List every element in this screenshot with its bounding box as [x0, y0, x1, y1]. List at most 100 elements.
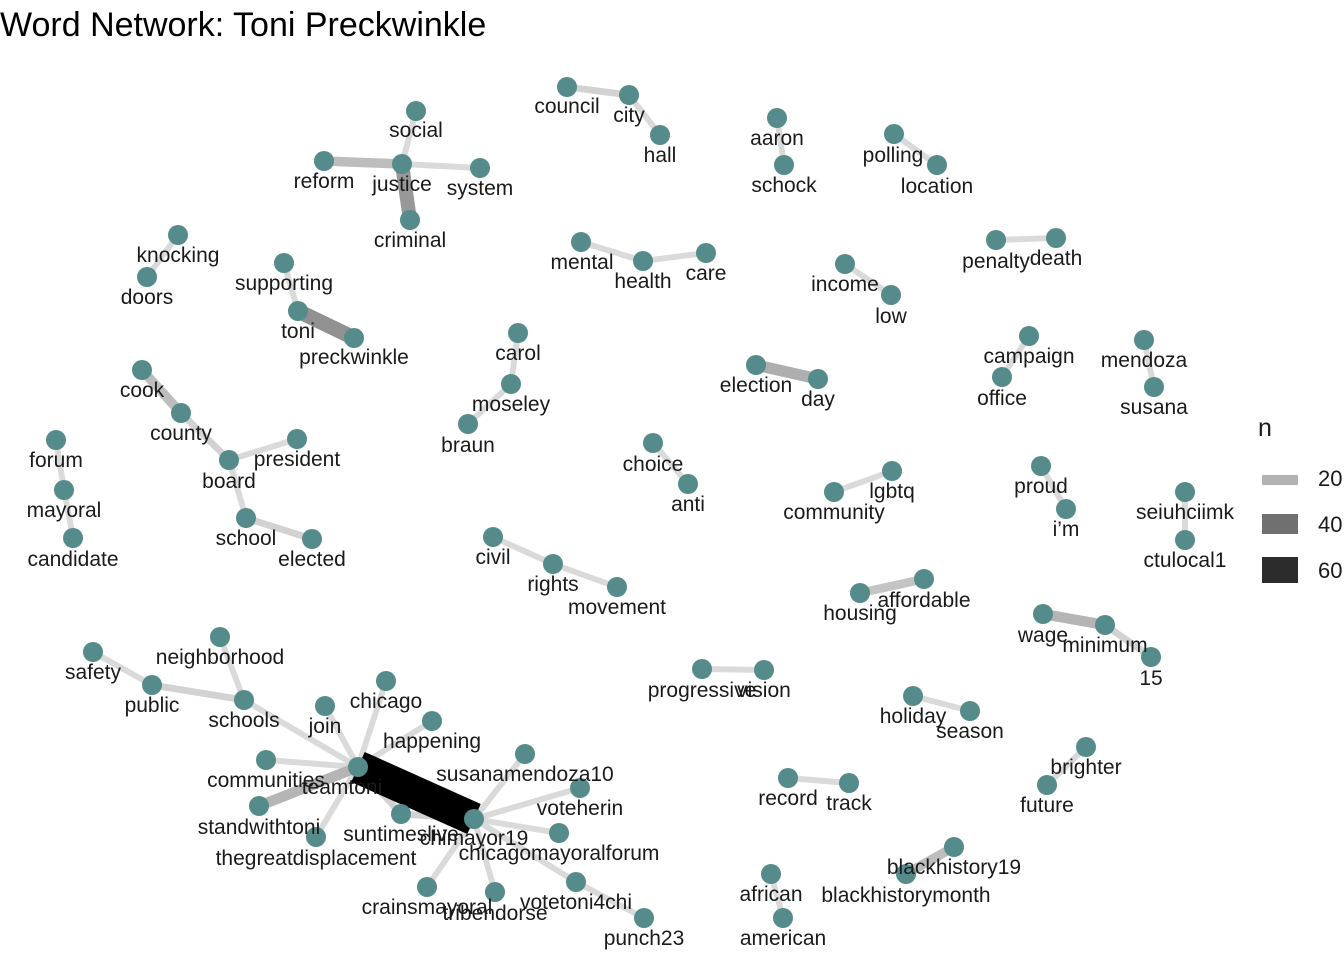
node-american [773, 908, 793, 928]
edge-communities-teamtoni [265, 757, 359, 770]
node-system [470, 158, 490, 178]
node-progressive [692, 659, 712, 679]
edge-safety-public [91, 649, 154, 688]
node-label-minimum: minimum [1062, 634, 1147, 657]
node-label-crainsmayoral: crainsmayoral [362, 896, 493, 919]
node-label-neighborhood: neighborhood [156, 646, 284, 669]
node-income [835, 254, 855, 274]
node-holiday [903, 686, 923, 706]
edge-health-care [642, 250, 707, 264]
edge-election-day [754, 359, 820, 385]
node-label-penalty: penalty [962, 250, 1030, 273]
edge-chicagomayoralforum-chimayor19 [473, 816, 560, 836]
node-happening [422, 711, 442, 731]
node-label-supporting: supporting [235, 272, 333, 295]
node-label-elected: elected [278, 548, 346, 571]
node-susana [1144, 377, 1164, 397]
node-label-record: record [758, 787, 818, 810]
node-label-join: join [308, 715, 342, 738]
node-supporting [274, 253, 294, 273]
node-wage [1033, 604, 1053, 624]
node-label-office: office [977, 387, 1027, 410]
node-council [557, 77, 577, 97]
node-communities [256, 750, 276, 770]
node-label-wage: wage [1017, 624, 1068, 647]
edge-chicago-teamtoni [355, 680, 389, 768]
edge-tribendorse-chimayor19 [471, 818, 498, 893]
node-label-forum: forum [29, 449, 83, 472]
node-forum [46, 430, 66, 450]
node-label-rights: rights [527, 573, 578, 596]
node-community [824, 482, 844, 502]
node-label-suntimeslive: suntimeslive [343, 823, 459, 846]
node-polling [884, 124, 904, 144]
node-label-american: american [740, 927, 826, 950]
edge-mental-health [580, 239, 644, 264]
node-voteherin [570, 778, 590, 798]
node-susanamendoza10 [515, 744, 535, 764]
edge-layer [53, 83, 1188, 921]
node-label-doors: doors [121, 286, 174, 309]
node-label-season: season [936, 720, 1004, 743]
edge-join-teamtoni [322, 704, 361, 769]
edge-record-track [787, 775, 850, 786]
node-label-progressive: progressive [648, 679, 757, 702]
node-proud [1031, 456, 1051, 476]
node-label-communities: communities [207, 769, 325, 792]
node-campaign [1019, 326, 1039, 346]
node-label-day: day [801, 388, 835, 411]
node-label-schock: schock [751, 174, 817, 197]
node-movement [607, 577, 627, 597]
edge-susanamendoza10-chimayor19 [471, 752, 528, 821]
node-future [1037, 775, 1057, 795]
node-label-chimayor19: chimayor19 [420, 827, 529, 850]
edge-community-lgbtq [832, 468, 894, 495]
node-label-knocking: knocking [137, 244, 220, 267]
node-criminal [400, 210, 420, 230]
node-penalty [986, 230, 1006, 250]
node-label-death: death [1030, 247, 1083, 270]
node-label-care: care [686, 262, 727, 285]
node-candidate [63, 528, 83, 548]
node-track [839, 773, 859, 793]
node-label-preckwinkle: preckwinkle [299, 346, 409, 369]
node-housing [850, 583, 870, 603]
node-standwithtoni [249, 796, 269, 816]
node-mental [571, 232, 591, 252]
node-label-toni: toni [281, 320, 315, 343]
legend-label-40: 40 [1318, 512, 1342, 537]
node-label-affordable: affordable [877, 589, 970, 612]
node-label-blackhistorymonth: blackhistorymonth [821, 884, 990, 907]
node-label-reform: reform [294, 170, 355, 193]
node-label-community: community [783, 501, 885, 524]
edge-housing-affordable [859, 574, 925, 598]
node-label-health: health [614, 270, 671, 293]
node-city [619, 85, 639, 105]
node-moseley [501, 374, 521, 394]
node-label-carol: carol [495, 342, 541, 365]
node-label-standwithtoni: standwithtoni [198, 816, 321, 839]
node-label-brighter: brighter [1050, 756, 1121, 779]
node-label-social: social [389, 119, 443, 142]
node-doors [137, 267, 157, 287]
edge-civil-rights [491, 534, 555, 567]
label-layer: council city hall social reform justice system… [27, 95, 1235, 950]
edge-teamtoni-chimayor19 [351, 751, 481, 835]
node-chicagomayoralforum [549, 823, 569, 843]
node-label-cook: cook [120, 379, 165, 402]
node-label-blackhistory19: blackhistory19 [887, 856, 1021, 879]
node-thegreatdisplacement [306, 827, 326, 847]
node-label-city: city [613, 104, 645, 127]
edge-justice-system [401, 161, 481, 171]
node-label-susana: susana [1120, 396, 1188, 419]
node-label-chicagomayoralforum: chicagomayoralforum [459, 842, 660, 865]
node-label-schools: schools [208, 709, 279, 732]
node-label-council: council [534, 95, 599, 118]
node-county [171, 403, 191, 423]
legend-key-60 [1262, 557, 1298, 583]
edge-rights-movement [552, 561, 618, 590]
node-seiuhciimk [1175, 482, 1195, 502]
node-record [778, 768, 798, 788]
node-health [633, 251, 653, 271]
